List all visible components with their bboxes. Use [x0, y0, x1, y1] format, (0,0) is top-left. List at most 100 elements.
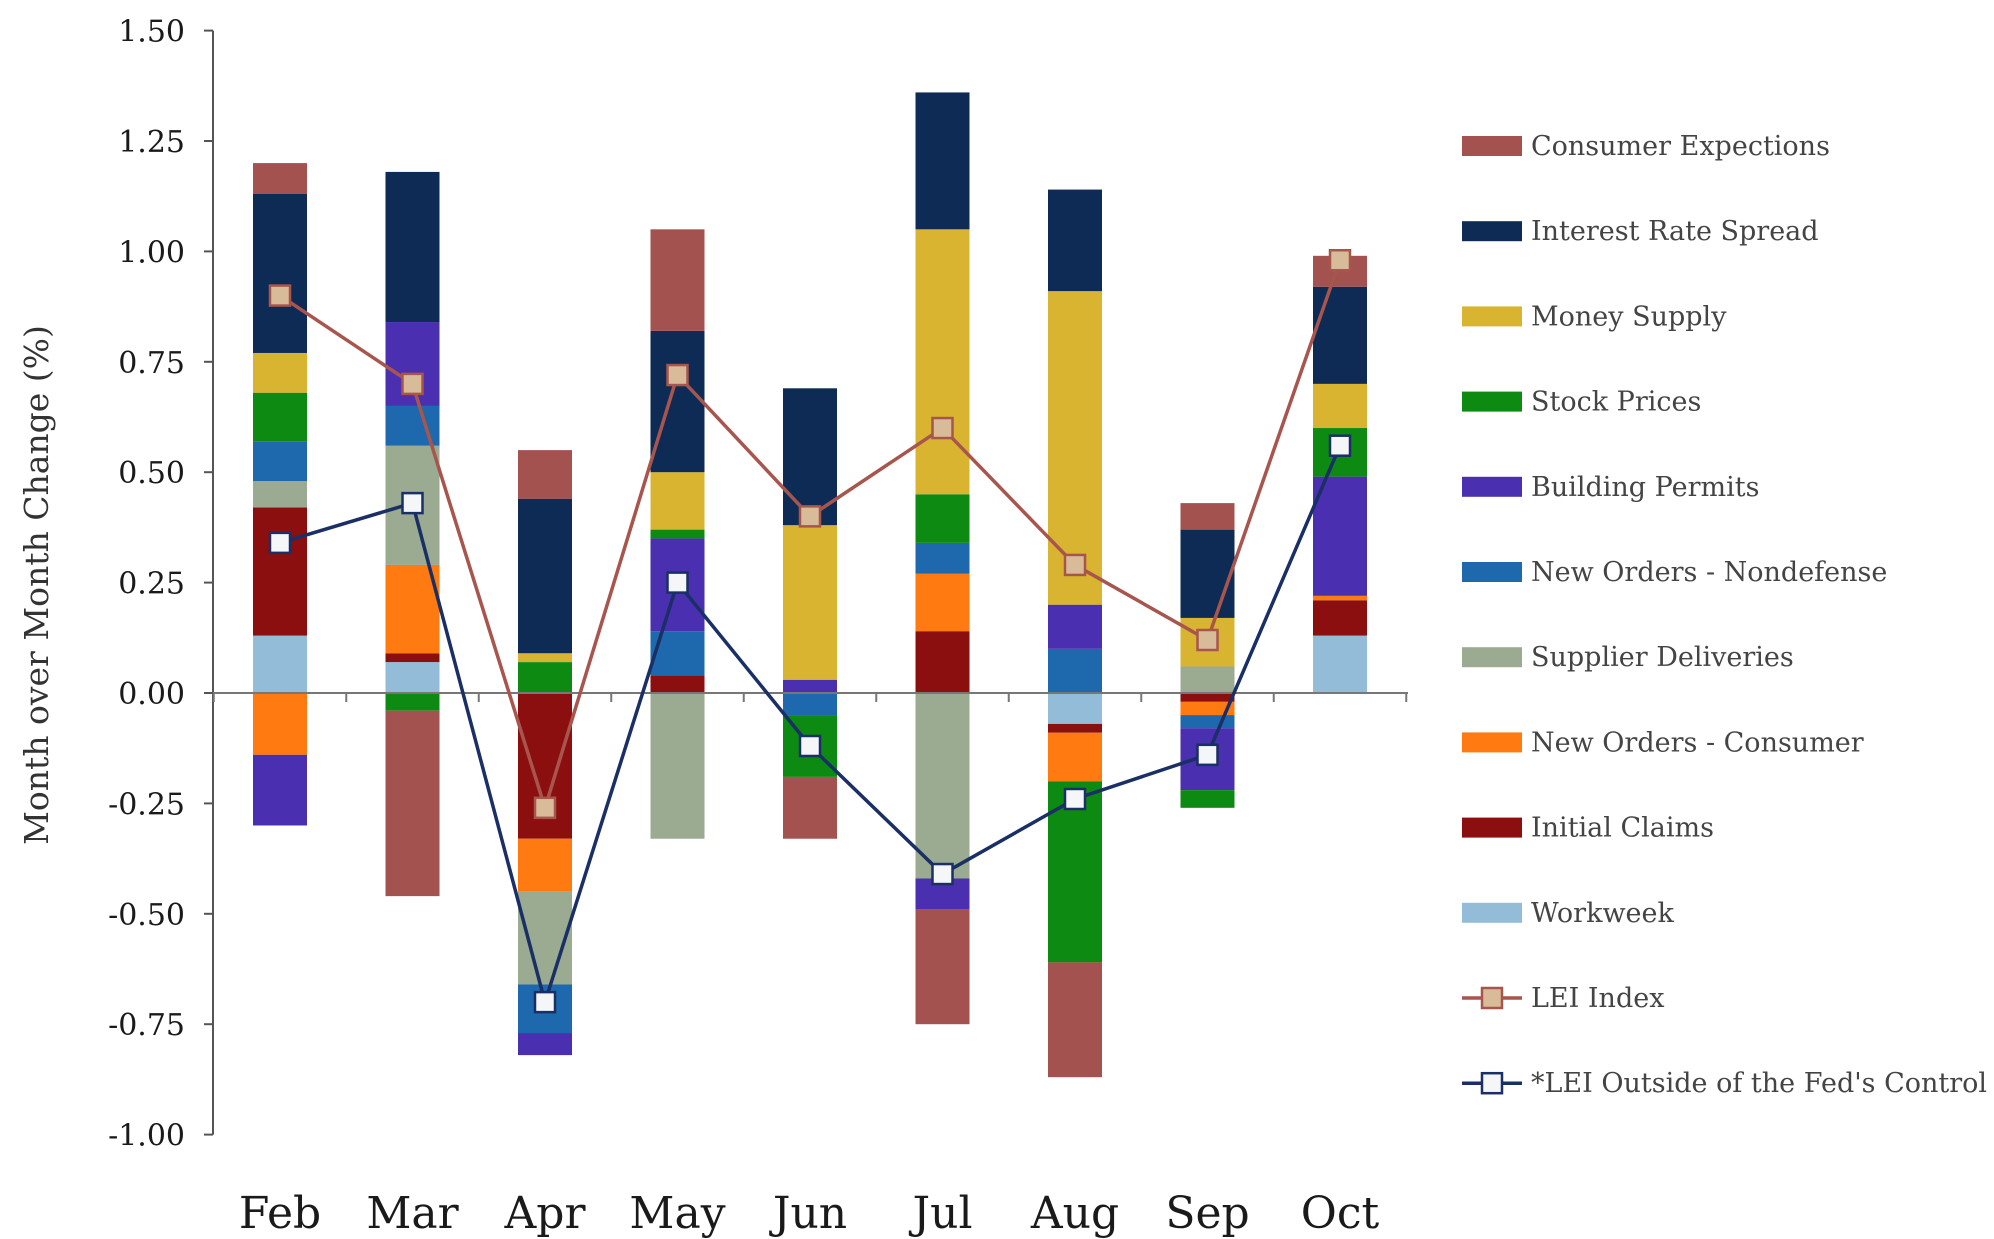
marker-lei-outside-of-the-fed-s-control-sep [1196, 743, 1219, 767]
legend-swatch-interest-rate-spread [1462, 221, 1522, 242]
bar-interest-rate-spread-sep [1180, 529, 1235, 618]
y-tick-label: 1.00 [118, 235, 185, 270]
bar-workweek-feb [253, 635, 307, 693]
bar-workweek-aug [1048, 693, 1102, 724]
marker-lei-outside-of-the-fed-s-control-jun [798, 734, 822, 758]
legend-label-interest-rate-spread: Interest Rate Spread [1531, 216, 1819, 247]
bar-consumer-expections-apr [518, 450, 572, 499]
y-tick-label: 0.50 [118, 456, 185, 491]
legend-label-initial-claims: Initial Claims [1531, 813, 1714, 844]
bar-money-supply-aug [1048, 291, 1102, 605]
x-tick-label: Jun [769, 1188, 847, 1239]
bar-new-orders-consumer-feb [253, 693, 307, 755]
bar-initial-claims-oct [1313, 600, 1367, 636]
marker-lei-index-oct [1328, 248, 1352, 272]
marker-lei-outside-of-the-fed-s-control-feb [268, 531, 292, 555]
bar-building-permits-apr [518, 1033, 572, 1056]
bar-supplier-deliveries-may [650, 693, 705, 839]
legend-swatch-consumer-expections [1462, 136, 1522, 156]
y-tick-label: 1.50 [118, 15, 185, 50]
bar-new-orders-consumer-oct [1313, 595, 1367, 601]
legend-swatch-initial-claims [1462, 817, 1522, 838]
bar-consumer-expections-mar [385, 710, 440, 897]
bar-new-orders-consumer-apr [518, 838, 572, 892]
legend-label-workweek: Workweek [1531, 898, 1675, 929]
y-tick-label: 0.75 [118, 346, 185, 381]
y-axis-label: Month over Month Change (%) [17, 325, 56, 845]
bar-new-orders-nondefense-aug [1048, 648, 1102, 693]
bar-money-supply-jun [783, 525, 837, 680]
bar-initial-claims-aug [1048, 723, 1102, 733]
legend-label-lei-index: LEI Index [1531, 983, 1664, 1014]
y-tick-label: -0.50 [108, 898, 185, 933]
marker-lei-index-sep [1196, 628, 1219, 652]
bar-new-orders-nondefense-jun [783, 693, 837, 716]
bar-stock-prices-jul [915, 494, 970, 543]
bar-money-supply-oct [1313, 383, 1367, 429]
marker-lei-outside-of-the-fed-s-control-apr [533, 990, 557, 1014]
x-tick-label: Oct [1301, 1188, 1380, 1239]
bar-interest-rate-spread-apr [518, 498, 572, 654]
x-tick-label: Mar [366, 1188, 459, 1239]
legend-label-stock-prices: Stock Prices [1531, 387, 1701, 418]
marker-lei-outside-of-the-fed-s-control-may [666, 571, 689, 594]
bar-supplier-deliveries-jul [915, 693, 970, 879]
legend-swatch-workweek [1462, 902, 1522, 923]
bar-consumer-expections-feb [253, 163, 307, 194]
legend-marker-lei-index [1480, 986, 1504, 1010]
bar-building-permits-oct [1313, 476, 1367, 596]
x-tick-label: Jul [908, 1188, 972, 1239]
legend-swatch-stock-prices [1462, 391, 1522, 412]
bar-new-orders-consumer-jul [915, 573, 970, 632]
legend-swatch-building-permits [1462, 476, 1522, 497]
lines [268, 248, 1352, 1014]
y-tick-label: 0.00 [118, 677, 185, 712]
x-tick-label: Feb [239, 1188, 321, 1239]
y-tick-label: 0.25 [118, 567, 185, 602]
bars [253, 92, 1367, 1078]
legend-swatch-new-orders-nondefense [1462, 562, 1522, 582]
marker-lei-index-apr [533, 796, 557, 820]
bar-stock-prices-feb [253, 392, 307, 442]
bar-interest-rate-spread-aug [1048, 189, 1102, 292]
marker-lei-index-mar [401, 372, 424, 396]
y-tick-label: -0.25 [108, 787, 185, 822]
legend-label-building-permits: Building Permits [1531, 472, 1759, 503]
x-tick-label: Aug [1030, 1188, 1119, 1239]
x-tick-label: Sep [1165, 1188, 1249, 1239]
bar-building-permits-aug [1048, 604, 1102, 649]
bar-initial-claims-feb [253, 507, 307, 636]
marker-lei-index-feb [268, 284, 292, 307]
y-tick-label: 1.25 [118, 125, 185, 160]
bar-stock-prices-mar [385, 693, 440, 711]
bar-workweek-oct [1313, 635, 1367, 693]
bar-interest-rate-spread-may [650, 330, 705, 473]
bar-consumer-expections-jun [783, 776, 837, 839]
bar-consumer-expections-may [650, 229, 705, 331]
legend-label-supplier-deliveries: Supplier Deliveries [1531, 642, 1794, 673]
legend-marker-lei-outside-of-the-fed-s-control [1480, 1071, 1504, 1095]
bar-supplier-deliveries-sep [1180, 666, 1235, 693]
bar-initial-claims-sep [1180, 693, 1235, 702]
bar-new-orders-nondefense-sep [1180, 715, 1235, 729]
marker-lei-index-may [666, 363, 689, 387]
marker-lei-outside-of-the-fed-s-control-aug [1063, 787, 1087, 811]
bar-new-orders-consumer-aug [1048, 732, 1102, 782]
bar-stock-prices-may [650, 529, 705, 539]
bar-new-orders-consumer-sep [1180, 701, 1235, 716]
marker-lei-outside-of-the-fed-s-control-oct [1328, 434, 1352, 457]
bar-initial-claims-jul [915, 631, 970, 693]
legend-label-new-orders-consumer: New Orders - Consumer [1531, 727, 1864, 758]
legend-swatch-money-supply [1462, 306, 1522, 327]
legend: Consumer Expections Interest Rate Spread M… [1462, 131, 1987, 1099]
axes: 1.50 1.25 1.00 0.75 0.50 0.25 0.00 -0.25 -0.50 -0… [108, 15, 1408, 1239]
bar-interest-rate-spread-oct [1313, 286, 1367, 384]
bar-building-permits-jun [783, 679, 837, 693]
bar-consumer-expections-aug [1048, 962, 1102, 1078]
x-tick-label: May [629, 1188, 725, 1239]
bar-new-orders-nondefense-feb [253, 441, 307, 482]
marker-lei-outside-of-the-fed-s-control-mar [401, 491, 424, 515]
bar-consumer-expections-jul [915, 909, 970, 1025]
bar-new-orders-nondefense-jul [915, 542, 970, 574]
